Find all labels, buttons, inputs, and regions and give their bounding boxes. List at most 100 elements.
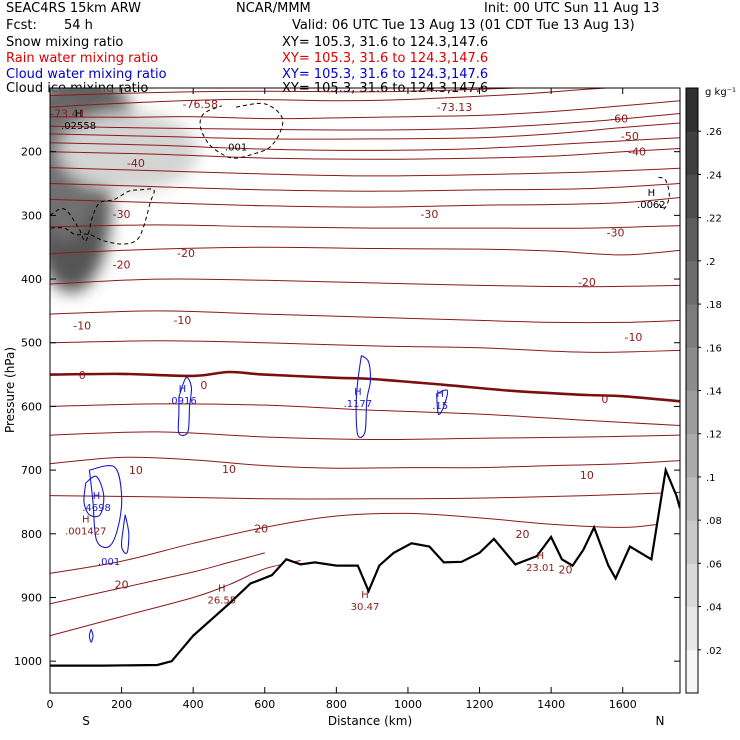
extremum-value: .0062: [637, 200, 666, 211]
colorbar-swatch: [686, 476, 698, 521]
contour-label: -76.58: [183, 98, 218, 111]
extremum-value: .001: [225, 143, 247, 154]
extremum-marker: H: [436, 389, 444, 400]
colorbar-swatch: [686, 563, 698, 608]
contour-label: -30: [113, 208, 131, 221]
temperature-contour: [50, 148, 680, 160]
cloud-water-contour: [88, 465, 123, 548]
extremum-value: 23.01: [526, 563, 555, 574]
contour-label: -20: [578, 276, 596, 289]
contour-label: -40: [127, 157, 145, 170]
temperature-contour: [50, 403, 680, 426]
x-tick-label: 1400: [537, 698, 565, 711]
contour-label: 20: [516, 528, 530, 541]
temperature-contour: [50, 122, 680, 140]
contour-label: -10: [624, 331, 642, 344]
colorbar-tick-label: .08: [706, 516, 722, 527]
contour-label: 0: [200, 379, 207, 392]
org-title: NCAR/MMM: [236, 1, 311, 16]
fcst-label: Fcst:: [6, 18, 37, 33]
x-tick-label: 0: [47, 698, 54, 711]
plot-frame: [49, 87, 681, 694]
extremum-marker: H: [354, 387, 362, 398]
cloud-water-contour: [88, 629, 94, 643]
temperature-contour: [50, 167, 680, 177]
colorbar-tick-label: .26: [706, 127, 722, 138]
colorbar-swatch: [686, 606, 698, 651]
extremum-marker: H: [361, 590, 369, 601]
colorbar-tick-label: .02: [706, 646, 722, 657]
terrain-fill: [50, 470, 680, 693]
y-tick-label: 500: [21, 337, 42, 350]
colorbar-tick-label: .06: [706, 559, 722, 570]
cloud-water-contour: [355, 355, 372, 439]
temperature-contour: [50, 183, 680, 192]
y-tick-label: 200: [21, 146, 42, 159]
extremum-marker: H: [218, 583, 226, 594]
colorbar-swatch: [686, 260, 698, 305]
extremum-value: .15: [432, 401, 448, 412]
colorbar-swatch: [686, 347, 698, 391]
extremum-value: .02558: [61, 121, 96, 132]
colorbar-tick-label: .04: [706, 603, 722, 614]
cloud-water-contour: [120, 514, 130, 554]
colorbar-tick-label: .1: [706, 473, 716, 484]
colorbar-tick-label: .16: [706, 343, 722, 354]
contour-label: -10: [173, 314, 191, 327]
extremum-value: 30.47: [351, 602, 380, 613]
snow-shading: [50, 88, 199, 293]
temperature-contour: [50, 197, 680, 208]
temperature-contour: [50, 512, 659, 574]
y-tick-label: 400: [21, 273, 42, 286]
colorbar-tick-label: .18: [706, 300, 722, 311]
x-tick-label: 1200: [466, 698, 494, 711]
extremum-value: .001427: [65, 527, 106, 538]
colorbar-tick-label: .24: [706, 170, 722, 181]
cloud-water-contour: [83, 475, 105, 518]
x-tick-label: 1000: [394, 698, 422, 711]
contour-label: 20: [115, 579, 129, 592]
temperature-contour: [50, 491, 680, 500]
temperature-contour: [50, 100, 680, 120]
colorbar-tick-label: .2: [706, 257, 716, 268]
colorbar-swatch: [686, 304, 698, 348]
contour-label: -73.13: [437, 101, 472, 114]
temperature-contour: [50, 113, 680, 131]
field-label: Rain water mixing ratio: [6, 51, 159, 66]
temperature-contour: [50, 340, 680, 353]
contour-label: 10: [129, 464, 143, 477]
extremum-marker: H: [75, 109, 83, 120]
contour-label: 10: [222, 463, 236, 476]
contour-label: -40: [628, 146, 646, 159]
extremum-value: .1177: [344, 399, 373, 410]
cloud-ice-contour: [658, 176, 670, 210]
contour-label: 20: [254, 523, 268, 536]
extremum-value: 26.55: [207, 595, 236, 606]
contour-label: 20: [558, 563, 572, 576]
extremum-value: .001: [98, 557, 120, 568]
colorbar-tick-label: .14: [706, 387, 722, 398]
y-tick-label: 1000: [14, 655, 42, 668]
x-tick-label: 200: [111, 698, 132, 711]
colorbar-swatch: [686, 390, 698, 435]
south-label: S: [82, 714, 90, 728]
contour-label: -73.41: [50, 107, 85, 120]
contour-label: -30: [607, 227, 625, 240]
extremum-marker: H: [648, 188, 656, 199]
temperature-contour: [50, 88, 615, 108]
colorbar-swatch: [686, 520, 698, 564]
contour-label: -10: [73, 320, 91, 333]
temperature-contour: [50, 552, 265, 605]
extremum-marker: H: [179, 384, 187, 395]
cloud-water-contour: [177, 377, 193, 436]
y-axis-title: Pressure (hPa): [3, 347, 17, 433]
temperature-contour: [50, 278, 680, 288]
colorbar-swatch: [686, 174, 698, 219]
cloud-ice-contour: [199, 102, 284, 159]
north-label: N: [656, 714, 665, 728]
field-xy: XY= 105.3, 31.6 to 124.3,147.6: [282, 35, 489, 50]
valid-time: Valid: 06 UTC Tue 13 Aug 13 (01 CDT Tue …: [292, 18, 635, 33]
colorbar-swatch: [686, 88, 698, 132]
contour-layer: -73.41 -76.58 -73.13 -60 -50 -40 -40 -30 -30 -30 -…: [50, 88, 680, 693]
